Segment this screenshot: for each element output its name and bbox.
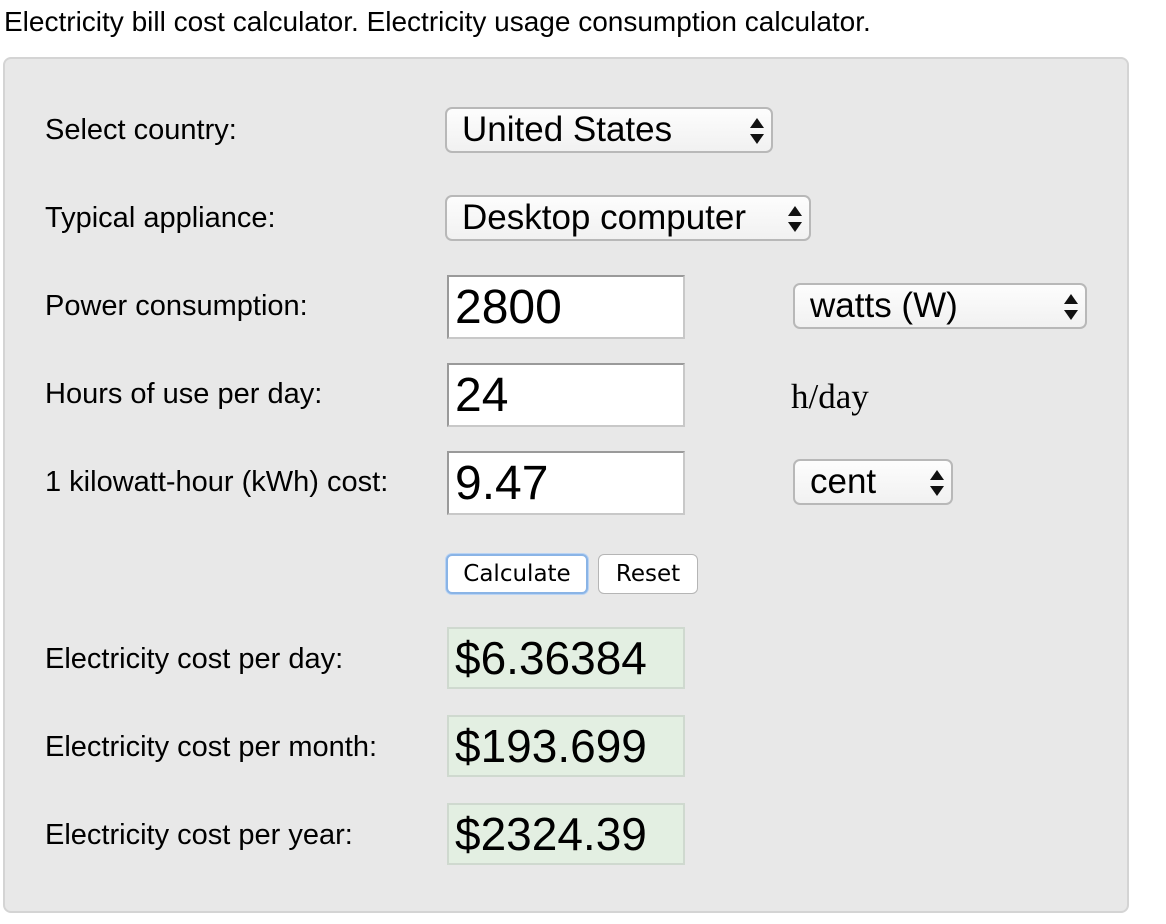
calculator-panel: Select country: United States Typical ap… [3, 57, 1129, 913]
up-down-arrows-icon [930, 470, 944, 496]
hours-input[interactable] [447, 363, 685, 427]
hours-label: Hours of use per day: [45, 378, 323, 410]
country-select[interactable]: United States [445, 107, 773, 153]
calculate-button[interactable]: Calculate [446, 554, 588, 594]
currency-unit-select[interactable]: cent [793, 459, 953, 505]
cost-per-month-label: Electricity cost per month: [45, 731, 377, 763]
up-down-arrows-icon [1064, 294, 1078, 320]
appliance-select-value: Desktop computer [462, 198, 747, 237]
cost-per-day-output: $6.36384 [447, 627, 685, 689]
cost-per-month-output: $193.699 [447, 715, 685, 777]
currency-unit-value: cent [810, 462, 877, 501]
appliance-label: Typical appliance: [45, 202, 276, 234]
hours-unit: h/day [791, 377, 869, 416]
page-title: Electricity bill cost calculator. Electr… [4, 6, 871, 37]
up-down-arrows-icon [788, 206, 802, 232]
up-down-arrows-icon [750, 118, 764, 144]
power-input[interactable] [447, 275, 685, 339]
power-label: Power consumption: [45, 290, 308, 322]
appliance-select[interactable]: Desktop computer [445, 195, 811, 241]
cost-per-year-label: Electricity cost per year: [45, 819, 353, 851]
power-unit-select[interactable]: watts (W) [793, 283, 1087, 329]
country-select-value: United States [462, 110, 673, 149]
power-unit-value: watts (W) [810, 286, 958, 325]
country-label: Select country: [45, 114, 237, 146]
kwh-cost-label: 1 kilowatt-hour (kWh) cost: [45, 466, 389, 498]
cost-per-year-output: $2324.39 [447, 803, 685, 865]
reset-button[interactable]: Reset [598, 554, 698, 594]
cost-per-day-label: Electricity cost per day: [45, 643, 344, 675]
kwh-cost-input[interactable] [447, 451, 685, 515]
